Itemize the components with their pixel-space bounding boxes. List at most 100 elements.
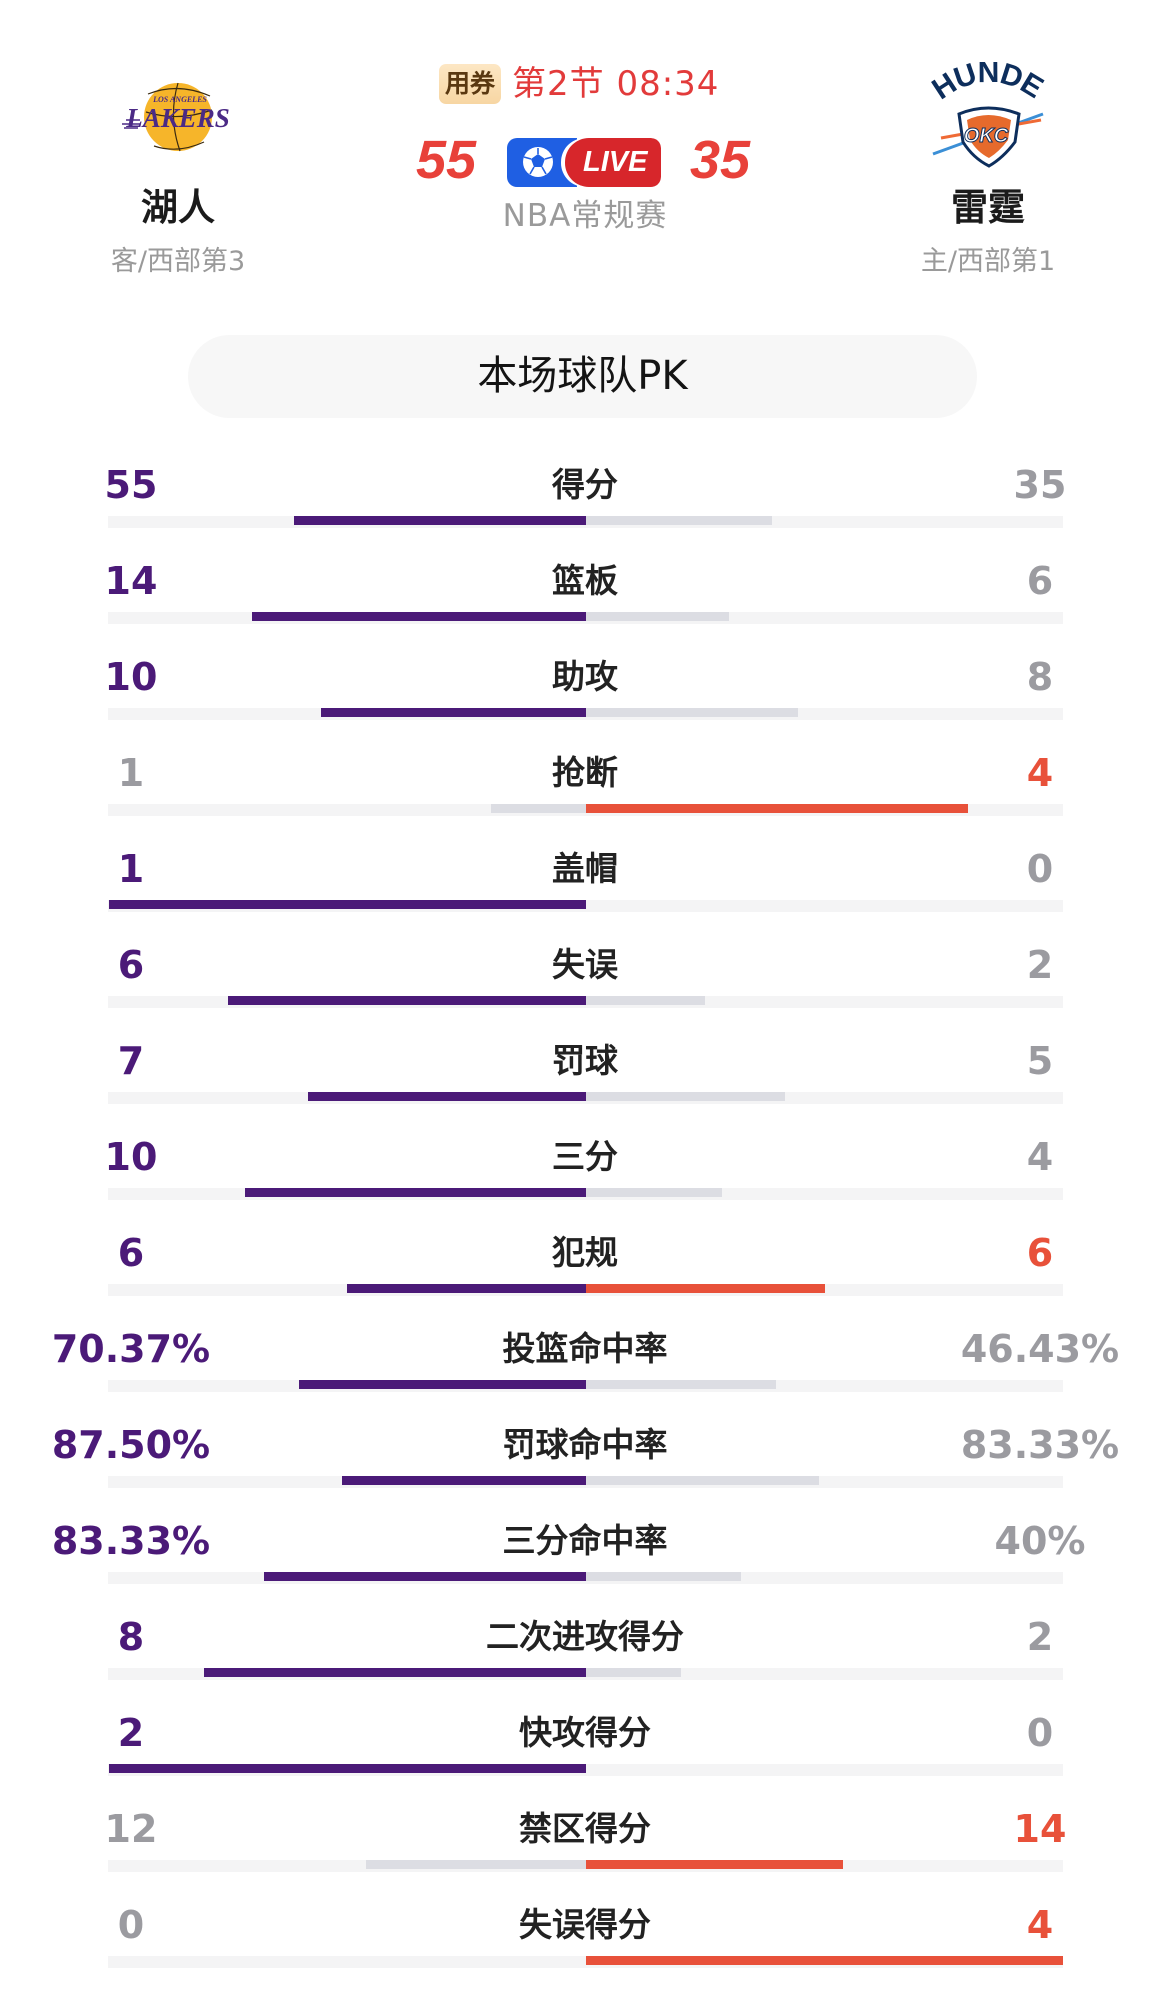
stat-bar-track: [108, 1764, 1063, 1776]
live-label: LIVE: [583, 146, 648, 178]
away-stat-bar: [585, 1668, 681, 1677]
away-stat-bar: [585, 1572, 741, 1581]
stat-label: 失误: [552, 945, 618, 984]
team-pk-title: 本场球队PK: [188, 335, 977, 418]
stat-row: 6 失误 2: [0, 936, 1170, 1032]
stat-row: 6 犯规 6: [0, 1224, 1170, 1320]
away-stat-bar: [585, 1092, 785, 1101]
home-stat-bar: [298, 1380, 586, 1389]
stat-row: 12 禁区得分 14: [0, 1800, 1170, 1896]
home-stat-bar: [490, 804, 586, 813]
away-stat-value: 8: [1026, 655, 1054, 699]
away-stat-bar: [585, 1284, 825, 1293]
stat-bar-track: [108, 516, 1063, 528]
stat-label: 失误得分: [519, 1905, 651, 1944]
away-stat-value: 2: [1026, 1615, 1054, 1659]
stat-row: 70.37% 投篮命中率 46.43%: [0, 1320, 1170, 1416]
stat-label: 犯规: [552, 1233, 618, 1272]
stat-bar-track: [108, 1092, 1063, 1104]
svg-text:LAKERS: LAKERS: [125, 103, 230, 133]
stat-bar-track: [108, 1380, 1063, 1392]
home-team-name: 湖人: [141, 186, 215, 229]
home-stat-value: 87.50%: [51, 1423, 211, 1467]
home-stat-value: 12: [104, 1807, 158, 1851]
stat-label: 罚球命中率: [502, 1425, 668, 1464]
home-stat-value: 6: [117, 1231, 145, 1275]
stat-row: 2 快攻得分 0: [0, 1704, 1170, 1800]
home-stat-bar: [365, 1860, 586, 1869]
stat-bar-track: [108, 708, 1063, 720]
home-stat-value: 2: [117, 1711, 145, 1755]
home-stat-bar: [203, 1668, 586, 1677]
home-stat-bar: [263, 1572, 586, 1581]
home-stat-bar: [108, 1764, 586, 1773]
away-stat-bar: [585, 516, 772, 525]
lakers-logo-icon: LOS ANGELES LAKERS: [122, 82, 230, 152]
away-stat-bar: [585, 1380, 776, 1389]
away-team-standing: 主/西部第1: [920, 246, 1056, 277]
stat-row: 10 三分 4: [0, 1128, 1170, 1224]
home-stat-bar: [320, 708, 586, 717]
home-stat-bar: [227, 996, 586, 1005]
live-badge[interactable]: LIVE: [507, 138, 661, 187]
period-clock: 第2节 08:34: [512, 64, 720, 104]
stat-label: 篮板: [552, 561, 618, 600]
stat-row: 10 助攻 8: [0, 648, 1170, 744]
home-stat-bar: [293, 516, 586, 525]
away-stat-bar: [585, 1956, 1063, 1965]
stat-label: 三分命中率: [502, 1521, 668, 1560]
away-stat-bar: [585, 1188, 722, 1197]
home-stat-value: 0: [117, 1903, 145, 1947]
away-stat-value: 0: [1026, 847, 1054, 891]
stat-label: 盖帽: [552, 849, 618, 888]
away-stat-value: 83.33%: [960, 1423, 1120, 1467]
away-stat-value: 5: [1026, 1039, 1054, 1083]
home-team-standing: 客/西部第3: [110, 246, 246, 277]
away-stat-value: 2: [1026, 943, 1054, 987]
home-stat-value: 6: [117, 943, 145, 987]
stat-row: 14 篮板 6: [0, 552, 1170, 648]
stat-row: 7 罚球 5: [0, 1032, 1170, 1128]
home-stat-value: 1: [117, 751, 145, 795]
away-stat-value: 4: [1026, 1903, 1054, 1947]
stat-label: 快攻得分: [519, 1713, 651, 1752]
stat-bar-track: [108, 1476, 1063, 1488]
stat-label: 得分: [552, 465, 618, 504]
stat-row: 8 二次进攻得分 2: [0, 1608, 1170, 1704]
coupon-badge[interactable]: 用券: [439, 64, 502, 104]
home-score: 55: [416, 130, 477, 190]
stat-label: 抢断: [552, 753, 618, 792]
stat-bar-track: [108, 1572, 1063, 1584]
football-icon: [523, 147, 553, 177]
away-stat-bar: [585, 708, 798, 717]
period-row: 用券 第2节 08:34: [439, 62, 719, 106]
stat-label: 助攻: [552, 657, 618, 696]
svg-text:THUNDER: THUNDER: [923, 62, 1048, 106]
stat-row: 55 得分 35: [0, 456, 1170, 552]
home-stat-bar: [307, 1092, 586, 1101]
stat-bar-track: [108, 1284, 1063, 1296]
stat-bar-track: [108, 1188, 1063, 1200]
stat-bar-track: [108, 1860, 1063, 1872]
stat-bar-track: [108, 900, 1063, 912]
stat-row: 87.50% 罚球命中率 83.33%: [0, 1416, 1170, 1512]
home-stat-value: 7: [117, 1039, 145, 1083]
away-stat-bar: [585, 996, 705, 1005]
svg-text:OKC: OKC: [964, 125, 1009, 147]
stat-label: 罚球: [552, 1041, 618, 1080]
stat-label: 三分: [552, 1137, 618, 1176]
thunder-logo-icon: THUNDER OKC: [923, 62, 1049, 168]
away-stat-value: 6: [1026, 559, 1054, 603]
away-stat-value: 4: [1026, 1135, 1054, 1179]
home-stat-bar: [341, 1476, 586, 1485]
away-stat-value: 46.43%: [960, 1327, 1120, 1371]
stat-row: 0 失误得分 4: [0, 1896, 1170, 1992]
home-stat-value: 8: [117, 1615, 145, 1659]
away-stat-value: 35: [1013, 463, 1067, 507]
home-stat-value: 1: [117, 847, 145, 891]
home-stat-value: 14: [104, 559, 158, 603]
league-name: NBA常规赛: [502, 198, 668, 234]
stat-row: 83.33% 三分命中率 40%: [0, 1512, 1170, 1608]
stat-label: 投篮命中率: [502, 1329, 668, 1368]
away-stat-bar: [585, 1476, 819, 1485]
